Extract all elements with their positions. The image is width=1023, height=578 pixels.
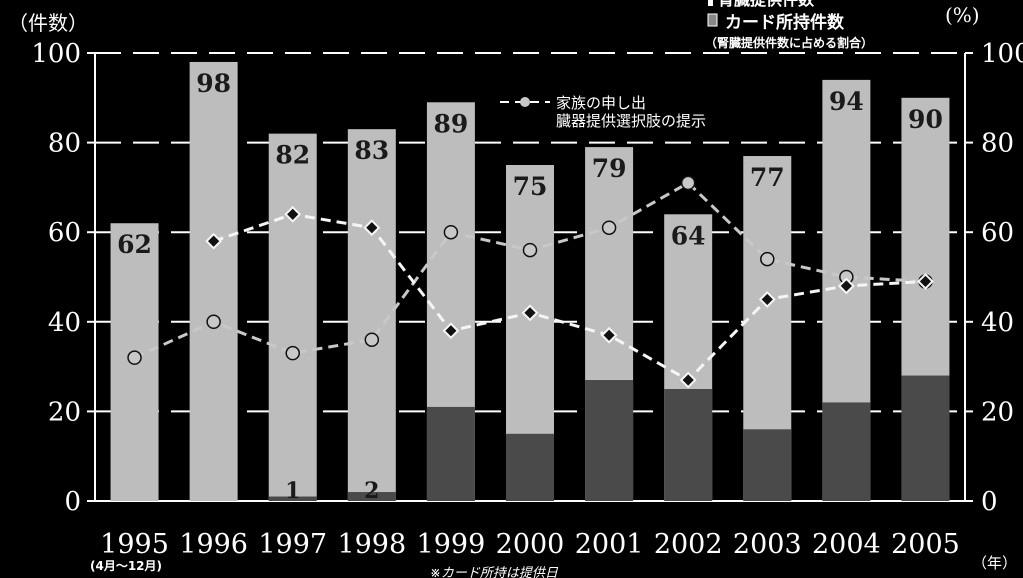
family-point xyxy=(443,224,459,240)
x-tick-label: 1997 xyxy=(258,529,327,560)
option-point xyxy=(205,232,223,250)
donation-bar xyxy=(189,61,238,502)
right-axis-unit: (%) xyxy=(945,3,980,27)
legend-family-label: 家族の申し出 xyxy=(556,94,646,112)
option-line xyxy=(213,212,926,382)
right-tick-label: 40 xyxy=(981,308,1014,338)
family-point xyxy=(522,242,538,258)
legend-card-note: （腎臓提供件数に占める割合） xyxy=(705,35,873,50)
right-tick-label: 0 xyxy=(981,487,998,517)
left-tick-label: 80 xyxy=(48,129,81,159)
x-tick-label: 2005 xyxy=(891,529,960,560)
axes: 0 20 40 60 80 100 0 20 40 60 80 100 1995 1996 1997 1998… xyxy=(31,39,1023,560)
card-bar xyxy=(585,380,634,501)
family-point xyxy=(760,251,775,267)
donation-value-label: 75 xyxy=(513,172,548,201)
x-tick-label: 1999 xyxy=(417,529,486,560)
legend-family-marker xyxy=(520,97,530,107)
donation-value-label: 98 xyxy=(196,69,231,98)
left-tick-label: 0 xyxy=(64,487,81,517)
x-tick-label: 2001 xyxy=(575,529,644,560)
card-bar xyxy=(743,429,792,501)
option-point xyxy=(363,219,381,237)
left-tick-label: 100 xyxy=(31,39,81,69)
legend-card-swatch xyxy=(707,13,718,27)
legend-total-label: 腎臓提供件数 xyxy=(718,0,815,9)
option-point xyxy=(521,304,539,322)
option-point xyxy=(442,322,460,340)
right-tick-label: 60 xyxy=(981,218,1014,248)
donation-bar xyxy=(347,129,396,501)
x-tick-label: 1998 xyxy=(337,529,406,560)
card-bar xyxy=(901,375,950,501)
legend: 腎臓提供件数 カード所持件数 （腎臓提供件数に占める割合） 家族の申し出 臓器提… xyxy=(500,0,873,130)
family-point xyxy=(127,350,142,365)
right-tick-label: 80 xyxy=(981,129,1014,159)
right-tick-label: 100 xyxy=(981,39,1023,69)
donation-value-label: 64 xyxy=(671,221,706,250)
card-bar xyxy=(506,433,554,501)
left-tick-label: 40 xyxy=(48,308,81,338)
donation-value-label: 83 xyxy=(354,136,389,165)
card-bar xyxy=(426,406,475,501)
donation-value-label: 82 xyxy=(275,141,310,170)
card-bar xyxy=(822,402,871,501)
family-point xyxy=(601,220,617,235)
x-tick-label: 1996 xyxy=(179,529,248,560)
option-point xyxy=(600,326,618,344)
x-tick-label: 1995 xyxy=(100,529,169,560)
labels: 62 98 82 83 89 75 79 64 77 94 90 1 2 xyxy=(117,69,943,504)
left-axis-unit: （件数） xyxy=(8,11,88,35)
x-sub-label: (4月〜12月) xyxy=(90,559,162,573)
card-value-label: 1 xyxy=(285,478,300,504)
left-tick-label: 20 xyxy=(48,397,81,427)
donation-value-label: 62 xyxy=(117,230,152,259)
x-axis-unit: （年） xyxy=(972,554,1017,572)
x-tick-label: 2004 xyxy=(812,529,881,560)
option-point xyxy=(917,273,934,290)
footnote: ※カード所持は提供日 xyxy=(430,566,559,578)
option-point xyxy=(837,277,855,295)
card-bar xyxy=(268,496,317,501)
legend-option-label: 臓器提供選択肢の提示 xyxy=(556,112,706,130)
card-value-label: 2 xyxy=(364,478,379,504)
donation-value-label: 79 xyxy=(592,154,627,183)
x-tick-label: 2003 xyxy=(733,529,802,560)
option-point xyxy=(679,371,697,389)
right-tick-label: 20 xyxy=(981,397,1014,427)
option-point xyxy=(284,205,302,223)
legend-card-label: カード所持件数 xyxy=(725,12,845,33)
card-bar xyxy=(664,389,713,501)
donation-bar xyxy=(268,133,317,501)
family-point xyxy=(206,314,221,330)
family-point xyxy=(364,332,380,347)
left-tick-label: 60 xyxy=(48,218,81,248)
donation-value-label: 94 xyxy=(829,87,864,116)
lines xyxy=(127,175,934,389)
x-tick-label: 2000 xyxy=(496,529,565,560)
donation-value-label: 90 xyxy=(908,105,943,134)
option-point xyxy=(758,290,776,308)
donation-value-label: 89 xyxy=(434,109,469,138)
x-tick-label: 2002 xyxy=(654,529,723,560)
family-point xyxy=(285,345,300,361)
bars xyxy=(110,61,950,502)
card-bar xyxy=(347,492,396,501)
donation-value-label: 77 xyxy=(750,163,785,192)
family-point xyxy=(680,175,696,191)
legend-total-swatch xyxy=(708,0,713,6)
